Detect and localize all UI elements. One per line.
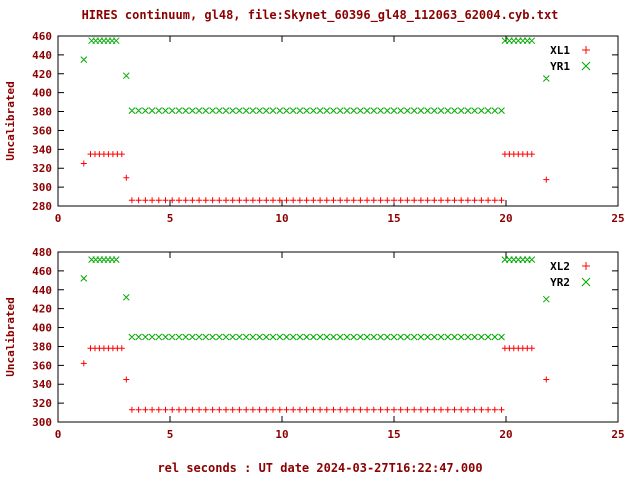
y-tick-label: 400 <box>32 322 52 335</box>
y-tick-label: 340 <box>32 143 52 156</box>
y-tick-label: 440 <box>32 284 52 297</box>
legend-label-YR1: YR1 <box>550 60 570 73</box>
y-tick-label: 340 <box>32 378 52 391</box>
x-tick-label: 0 <box>55 428 62 441</box>
legend-marker-XL2 <box>582 262 590 270</box>
plot-frame <box>57 35 619 207</box>
y-tick-label: 480 <box>32 246 52 259</box>
y-tick-label: 460 <box>32 30 52 43</box>
y-tick-label: 320 <box>32 397 52 410</box>
x-tick-label: 0 <box>55 212 62 225</box>
chart-title: HIRES continuum, gl48, file:Skynet_60396… <box>81 8 559 22</box>
legend-marker-YR1 <box>581 61 591 71</box>
series-YR2-points <box>80 256 550 341</box>
x-tick-label: 5 <box>167 212 174 225</box>
x-tick-label: 25 <box>611 212 624 225</box>
x-tick-label: 20 <box>499 212 512 225</box>
series-XL2-points <box>80 345 550 413</box>
legend-label-XL1: XL1 <box>550 44 570 57</box>
x-axis-label: rel seconds : UT date 2024-03-27T16:22:4… <box>157 461 483 475</box>
bottom-chart: 0 5 10 15 20 25 300 320 340 360 380 400 420 440 460 480… <box>4 246 625 441</box>
legend-label-YR2: YR2 <box>550 276 570 289</box>
top-chart: 0 5 10 15 20 25 280 300 320 340 360 380 400 420 440 460… <box>4 30 625 225</box>
legend-label-XL2: XL2 <box>550 260 570 273</box>
x-tick-label: 15 <box>387 428 400 441</box>
y-tick-label: 400 <box>32 87 52 100</box>
y-tick-label: 300 <box>32 416 52 429</box>
y-axis-label: Uncalibrated <box>4 297 17 376</box>
y-tick-label: 280 <box>32 200 52 213</box>
y-tick-label: 420 <box>32 68 52 81</box>
y-tick-label: 320 <box>32 162 52 175</box>
x-tick-label: 5 <box>167 428 174 441</box>
x-tick-label: 20 <box>499 428 512 441</box>
series-YR1-points <box>80 37 550 114</box>
y-tick-label: 460 <box>32 265 52 278</box>
x-tick-label: 15 <box>387 212 400 225</box>
x-tick-label: 25 <box>611 428 624 441</box>
series-XL1-points <box>80 151 550 204</box>
y-tick-label: 360 <box>32 359 52 372</box>
legend-marker-YR2 <box>581 277 591 287</box>
legend-marker-XL1 <box>582 46 590 54</box>
x-tick-label: 10 <box>275 428 288 441</box>
y-axis-label: Uncalibrated <box>4 81 17 160</box>
y-tick-label: 300 <box>32 181 52 194</box>
plot-frame <box>57 251 619 423</box>
x-tick-label: 10 <box>275 212 288 225</box>
y-tick-label: 380 <box>32 106 52 119</box>
y-tick-label: 420 <box>32 303 52 316</box>
y-tick-label: 380 <box>32 340 52 353</box>
y-tick-label: 440 <box>32 49 52 62</box>
y-tick-label: 360 <box>32 124 52 137</box>
